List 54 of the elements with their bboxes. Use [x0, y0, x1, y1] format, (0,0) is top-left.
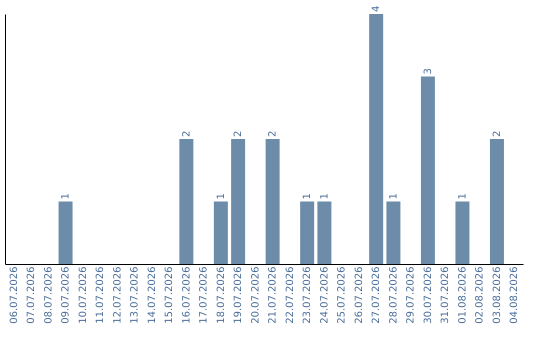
x-tick-label: 29.07.2026 [406, 266, 417, 324]
x-tick-label: 10.07.2026 [78, 266, 89, 324]
bar [420, 76, 435, 264]
x-tick-label: 18.07.2026 [216, 266, 227, 324]
data-label: 1 [319, 193, 330, 200]
bar [317, 202, 332, 264]
x-tick-label: 12.07.2026 [112, 266, 124, 324]
x-tick-label: 24.07.2026 [319, 266, 330, 324]
x-tick-label: 30.07.2026 [422, 266, 434, 324]
x-tick-label: 21.07.2026 [268, 266, 279, 324]
bar [214, 202, 228, 264]
data-label: 4 [371, 6, 382, 12]
x-tick-label: 08.07.2026 [43, 266, 54, 324]
data-label: 1 [60, 193, 72, 200]
x-tick-label: 25.07.2026 [336, 266, 348, 324]
x-tick-label: 09.07.2026 [60, 266, 72, 324]
data-label: 1 [302, 193, 314, 200]
bar [231, 139, 246, 264]
x-tick-label: 17.07.2026 [198, 266, 210, 324]
x-tick-label: 26.07.2026 [354, 266, 365, 324]
bar [58, 202, 73, 264]
data-label: 1 [388, 193, 400, 200]
x-tick-label: 31.07.2026 [440, 266, 452, 324]
bar [369, 14, 384, 264]
x-tick-label: 27.07.2026 [371, 266, 382, 324]
data-label: 2 [268, 130, 279, 137]
x-tick-label: 13.07.2026 [130, 266, 141, 324]
x-tick-label: 03.08.2026 [492, 266, 503, 324]
x-tick-label: 22.07.2026 [284, 266, 296, 324]
x-tick-label: 20.07.2026 [250, 266, 262, 324]
x-tick-label: 02.08.2026 [474, 266, 486, 324]
data-label: 3 [422, 68, 434, 74]
data-label: 1 [216, 193, 227, 200]
data-label: 2 [233, 130, 244, 137]
x-tick-label: 01.08.2026 [457, 266, 468, 324]
bar [300, 202, 314, 264]
bar [266, 139, 280, 264]
x-tick-label: 15.07.2026 [164, 266, 176, 324]
x-tick-label: 16.07.2026 [181, 266, 192, 324]
data-label: 2 [181, 130, 192, 137]
x-tick-label: 14.07.2026 [146, 266, 158, 324]
x-tick-label: 28.07.2026 [388, 266, 400, 324]
bar [455, 202, 470, 264]
x-tick-label: 11.07.2026 [95, 266, 106, 324]
bar [490, 139, 504, 264]
bar [386, 202, 400, 264]
x-tick-label: 06.07.2026 [8, 266, 20, 324]
bar [179, 139, 194, 264]
data-label: 1 [457, 193, 468, 200]
x-tick-label: 23.07.2026 [302, 266, 314, 324]
x-tick-label: 19.07.2026 [233, 266, 244, 324]
x-tick-label: 04.08.2026 [509, 266, 520, 324]
data-label: 2 [492, 130, 503, 137]
x-tick-label: 07.07.2026 [26, 266, 38, 324]
